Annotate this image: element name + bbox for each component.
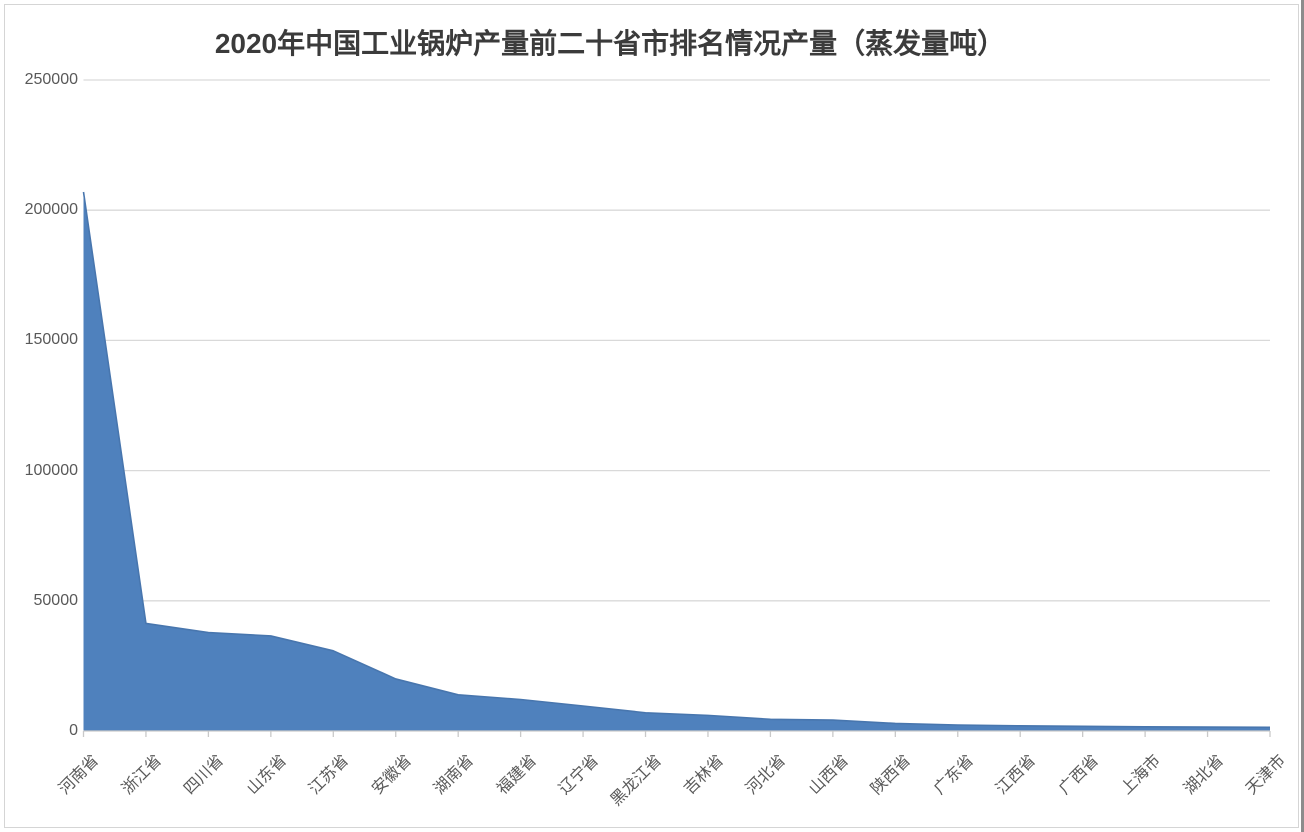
area-series bbox=[83, 191, 1270, 732]
y-tick-label: 50000 bbox=[33, 591, 79, 609]
y-tick-label: 200000 bbox=[24, 201, 78, 219]
chart-title: 2020年中国工业锅炉产量前二十省市排名情况产量（蒸发量吨） bbox=[214, 28, 1006, 59]
y-tick-label: 150000 bbox=[24, 331, 78, 349]
area-series-edge bbox=[82, 191, 1271, 729]
y-tick-label: 0 bbox=[69, 722, 78, 739]
y-tick-label: 100000 bbox=[24, 461, 78, 479]
window-right-edge bbox=[1301, 0, 1304, 832]
y-tick-label: 250000 bbox=[24, 71, 78, 88]
